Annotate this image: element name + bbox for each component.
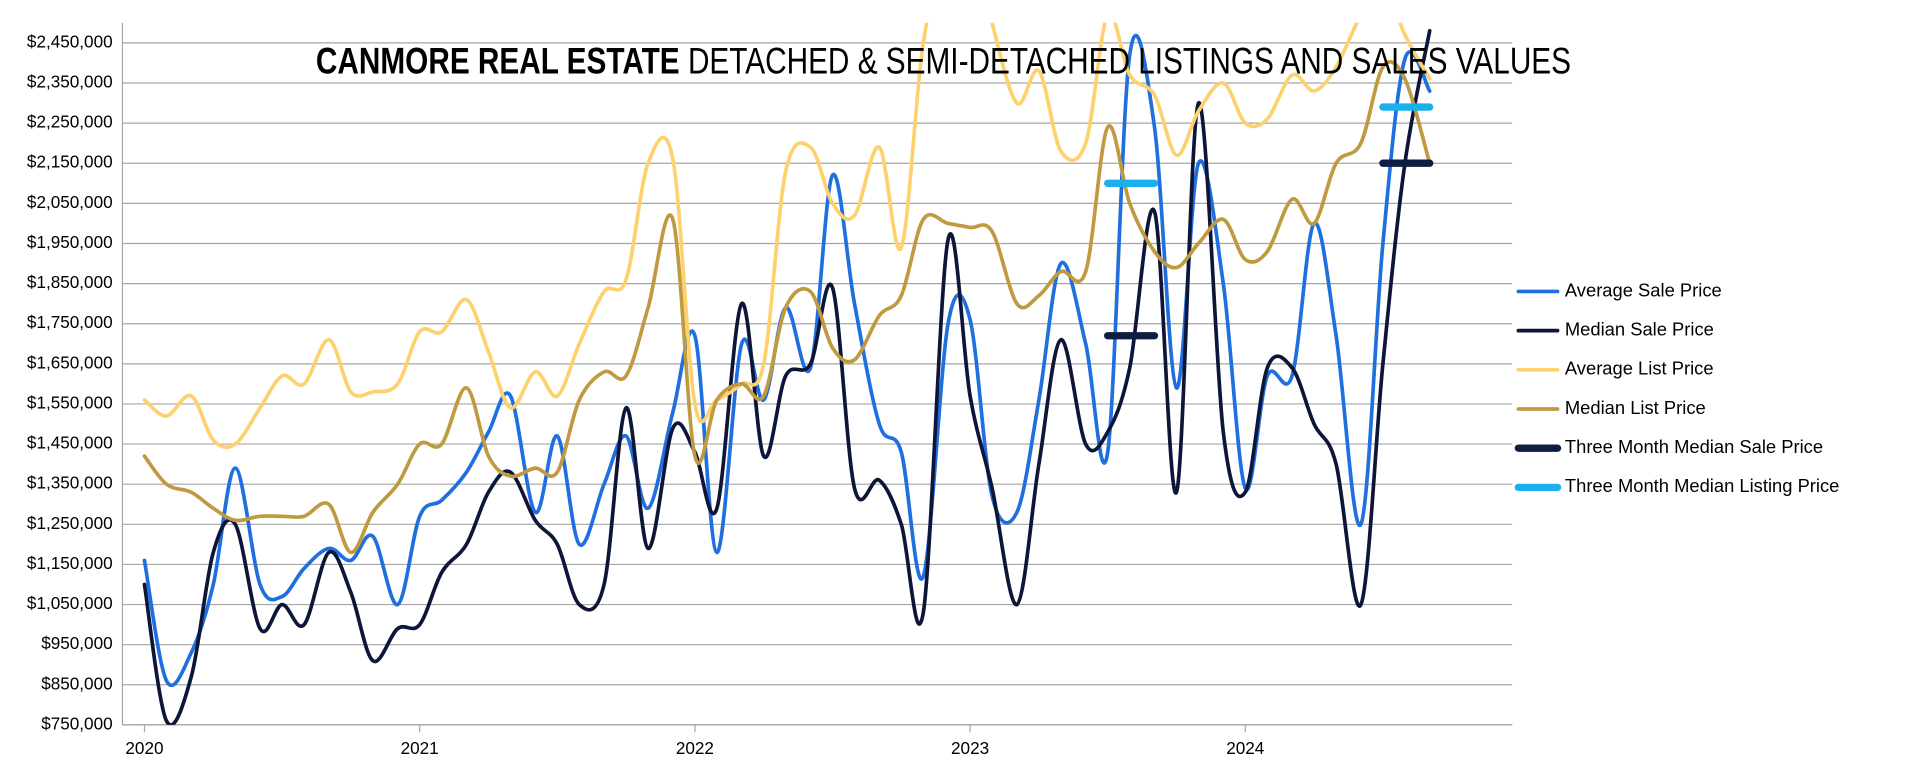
y-tick-label: $1,650,000 (27, 352, 113, 372)
legend-label: Median Sale Price (1565, 318, 1714, 339)
series-line (142, 33, 1432, 687)
y-tick-label: $750,000 (41, 713, 112, 733)
y-tick-label: $1,450,000 (27, 433, 113, 453)
y-tick-label: $1,250,000 (27, 513, 113, 533)
y-tick-label: $2,350,000 (27, 72, 113, 92)
title-bold: CANMORE REAL ESTATE (316, 40, 680, 81)
x-tick-label: 2020 (125, 738, 163, 758)
series-line (142, 59, 1432, 555)
y-tick-label: $1,150,000 (27, 553, 113, 573)
legend-label: Median List Price (1565, 397, 1706, 418)
legend-label: Three Month Median Sale Price (1565, 436, 1823, 457)
y-tick-label: $1,950,000 (27, 232, 113, 252)
y-tick-label: $2,150,000 (27, 152, 113, 172)
legend-label: Average List Price (1565, 358, 1714, 379)
title-rest: DETACHED & SEMI-DETACHED LISTINGS AND SA… (688, 40, 1571, 81)
y-tick-label: $2,450,000 (27, 31, 113, 51)
y-tick-label: $1,750,000 (27, 312, 113, 332)
y-tick-label: $1,850,000 (27, 272, 113, 292)
y-tick-label: $2,250,000 (27, 112, 113, 132)
series-line (142, 28, 1432, 725)
series-line (1104, 103, 1434, 187)
x-tick-label: 2024 (1226, 738, 1265, 758)
series-line (1104, 159, 1434, 340)
x-tick-label: 2022 (676, 738, 714, 758)
y-tick-label: $850,000 (41, 673, 112, 693)
chart-title: CANMORE REAL ESTATE DETACHED & SEMI-DETA… (316, 40, 1571, 81)
y-tick-label: $1,050,000 (27, 593, 113, 613)
y-tick-label: $1,350,000 (27, 473, 113, 493)
y-tick-label: $1,550,000 (27, 392, 113, 412)
x-tick-label: 2021 (401, 738, 439, 758)
x-tick-label: 2023 (951, 738, 989, 758)
y-tick-label: $950,000 (41, 633, 112, 653)
legend-label: Average Sale Price (1565, 279, 1722, 300)
y-tick-label: $2,050,000 (27, 192, 113, 212)
series-line (142, 22, 1432, 450)
legend-label: Three Month Median Listing Price (1565, 475, 1840, 496)
